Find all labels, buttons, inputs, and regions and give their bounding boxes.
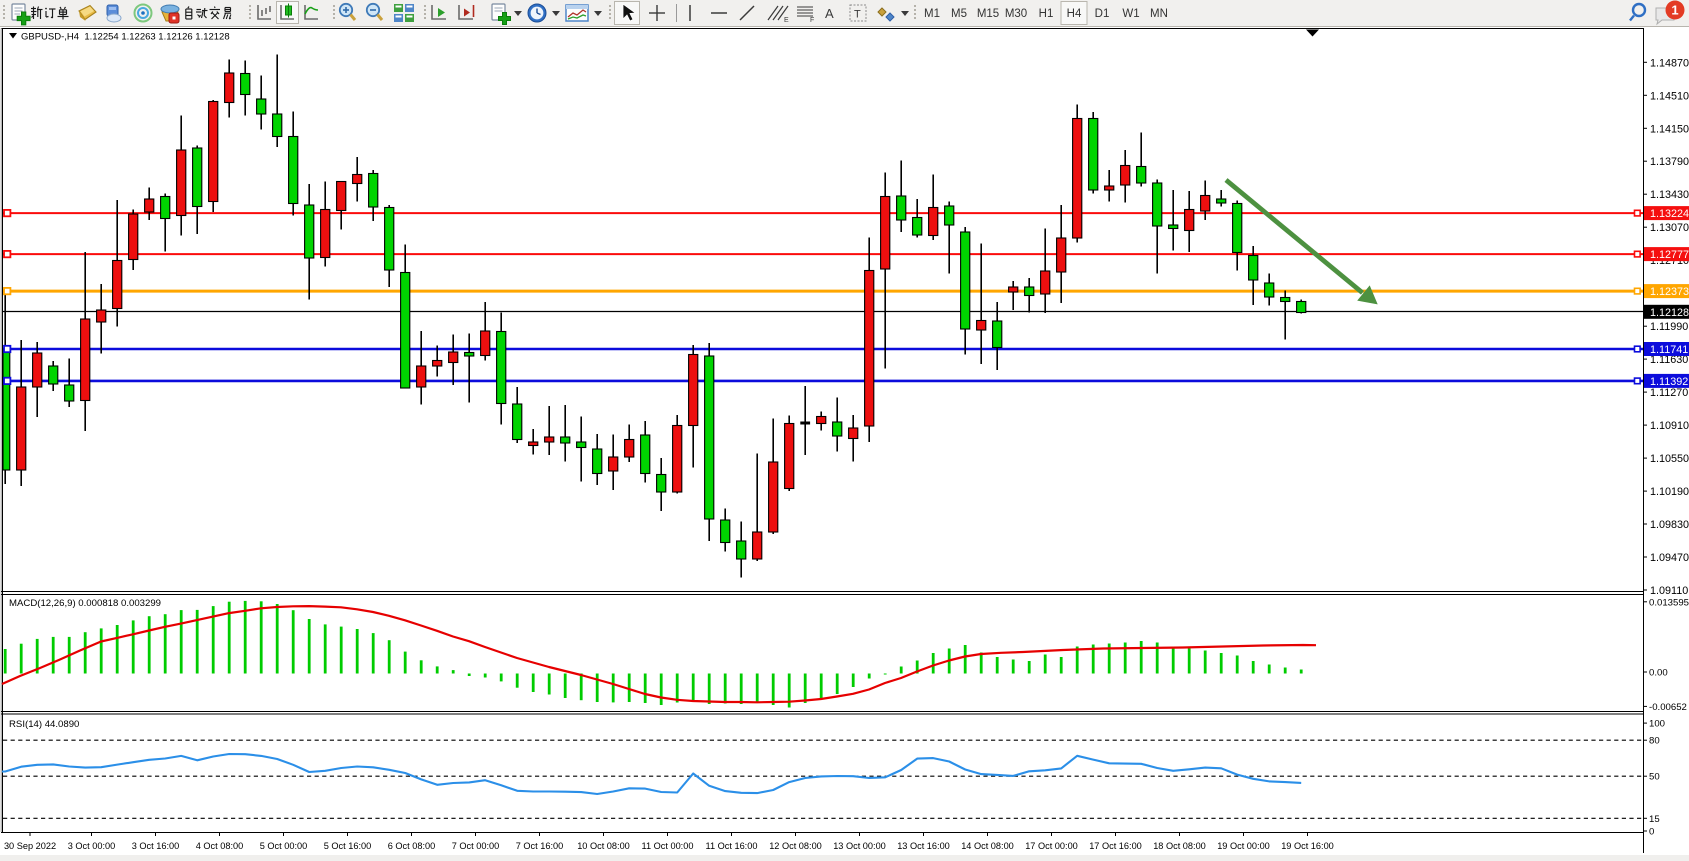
svg-text:6 Oct 08:00: 6 Oct 08:00 — [388, 841, 436, 851]
svg-text:12 Oct 08:00: 12 Oct 08:00 — [769, 841, 822, 851]
svg-text:17 Oct 00:00: 17 Oct 00:00 — [1025, 841, 1078, 851]
svg-text:11 Oct 00:00: 11 Oct 00:00 — [642, 841, 694, 851]
svg-text:1.09470: 1.09470 — [1650, 552, 1689, 564]
svg-text:1.12128: 1.12128 — [1650, 307, 1689, 319]
svg-text:GBPUSD-,H4 1.12254 1.12263 1.: GBPUSD-,H4 1.12254 1.12263 1.12126 1.121… — [21, 32, 230, 43]
svg-text:17 Oct 16:00: 17 Oct 16:00 — [1089, 841, 1142, 851]
svg-text:10 Oct 08:00: 10 Oct 08:00 — [577, 841, 630, 851]
svg-text:H1: H1 — [1039, 8, 1054, 20]
svg-text:RSI(14) 44.0890: RSI(14) 44.0890 — [9, 719, 79, 730]
svg-text:3 Oct 16:00: 3 Oct 16:00 — [132, 841, 180, 851]
svg-text:13 Oct 16:00: 13 Oct 16:00 — [897, 841, 950, 851]
svg-text:0.013595: 0.013595 — [1649, 597, 1689, 608]
svg-text:1.11630: 1.11630 — [1650, 354, 1688, 366]
svg-text:M5: M5 — [951, 8, 967, 20]
svg-text:3 Oct 00:00: 3 Oct 00:00 — [68, 841, 116, 851]
svg-text:M1: M1 — [924, 8, 940, 20]
svg-text:19 Oct 16:00: 19 Oct 16:00 — [1281, 841, 1334, 851]
svg-text:11 Oct 16:00: 11 Oct 16:00 — [706, 841, 758, 851]
svg-text:1.13790: 1.13790 — [1650, 156, 1689, 168]
svg-text:19 Oct 00:00: 19 Oct 00:00 — [1217, 841, 1270, 851]
svg-text:7 Oct 16:00: 7 Oct 16:00 — [516, 841, 564, 851]
svg-text:0: 0 — [1649, 827, 1654, 838]
svg-text:D1: D1 — [1095, 8, 1110, 20]
svg-text:1.13430: 1.13430 — [1650, 189, 1689, 201]
svg-text:M15: M15 — [977, 8, 999, 20]
svg-text:18 Oct 08:00: 18 Oct 08:00 — [1153, 841, 1206, 851]
svg-text:1.09110: 1.09110 — [1650, 585, 1688, 597]
svg-text:14 Oct 08:00: 14 Oct 08:00 — [961, 841, 1014, 851]
svg-text:1.10190: 1.10190 — [1650, 486, 1689, 498]
svg-text:100: 100 — [1649, 719, 1665, 730]
svg-text:F: F — [810, 17, 814, 24]
svg-text:1.14150: 1.14150 — [1650, 123, 1689, 135]
svg-text:1.11392: 1.11392 — [1650, 376, 1688, 388]
svg-text:1.12777: 1.12777 — [1650, 249, 1689, 261]
svg-text:1: 1 — [1671, 3, 1678, 18]
svg-text:1.10910: 1.10910 — [1650, 420, 1689, 432]
svg-text:4 Oct 08:00: 4 Oct 08:00 — [196, 841, 244, 851]
svg-text:M30: M30 — [1005, 8, 1027, 20]
svg-text:W1: W1 — [1122, 8, 1139, 20]
svg-text:5 Oct 00:00: 5 Oct 00:00 — [260, 841, 308, 851]
svg-text:15: 15 — [1649, 814, 1660, 825]
svg-text:80: 80 — [1649, 736, 1660, 747]
svg-text:T: T — [854, 9, 861, 21]
svg-text:A: A — [825, 6, 834, 21]
svg-text:MN: MN — [1150, 8, 1168, 20]
svg-text:1.11741: 1.11741 — [1650, 344, 1688, 356]
svg-text:0.00: 0.00 — [1649, 668, 1668, 679]
svg-text:E: E — [784, 17, 789, 24]
svg-text:1.14870: 1.14870 — [1650, 57, 1689, 69]
svg-text:H4: H4 — [1067, 8, 1082, 20]
svg-text:1.11990: 1.11990 — [1650, 321, 1688, 333]
svg-text:1.13070: 1.13070 — [1650, 222, 1689, 234]
svg-text:1.14510: 1.14510 — [1650, 90, 1689, 102]
svg-text:1.13224: 1.13224 — [1650, 208, 1689, 220]
svg-text:1.12373: 1.12373 — [1650, 286, 1689, 298]
svg-text:7 Oct 00:00: 7 Oct 00:00 — [452, 841, 500, 851]
svg-text:30 Sep 2022: 30 Sep 2022 — [4, 841, 56, 851]
svg-text:1.09830: 1.09830 — [1650, 519, 1689, 531]
svg-text:5 Oct 16:00: 5 Oct 16:00 — [324, 841, 372, 851]
svg-text:50: 50 — [1649, 772, 1660, 783]
svg-text:13 Oct 00:00: 13 Oct 00:00 — [833, 841, 886, 851]
svg-text:1.11270: 1.11270 — [1650, 387, 1688, 399]
svg-text:1.10550: 1.10550 — [1650, 453, 1689, 465]
svg-text:MACD(12,26,9) 0.000818 0.00329: MACD(12,26,9) 0.000818 0.003299 — [9, 598, 161, 609]
svg-text:-0.00652: -0.00652 — [1649, 702, 1687, 713]
